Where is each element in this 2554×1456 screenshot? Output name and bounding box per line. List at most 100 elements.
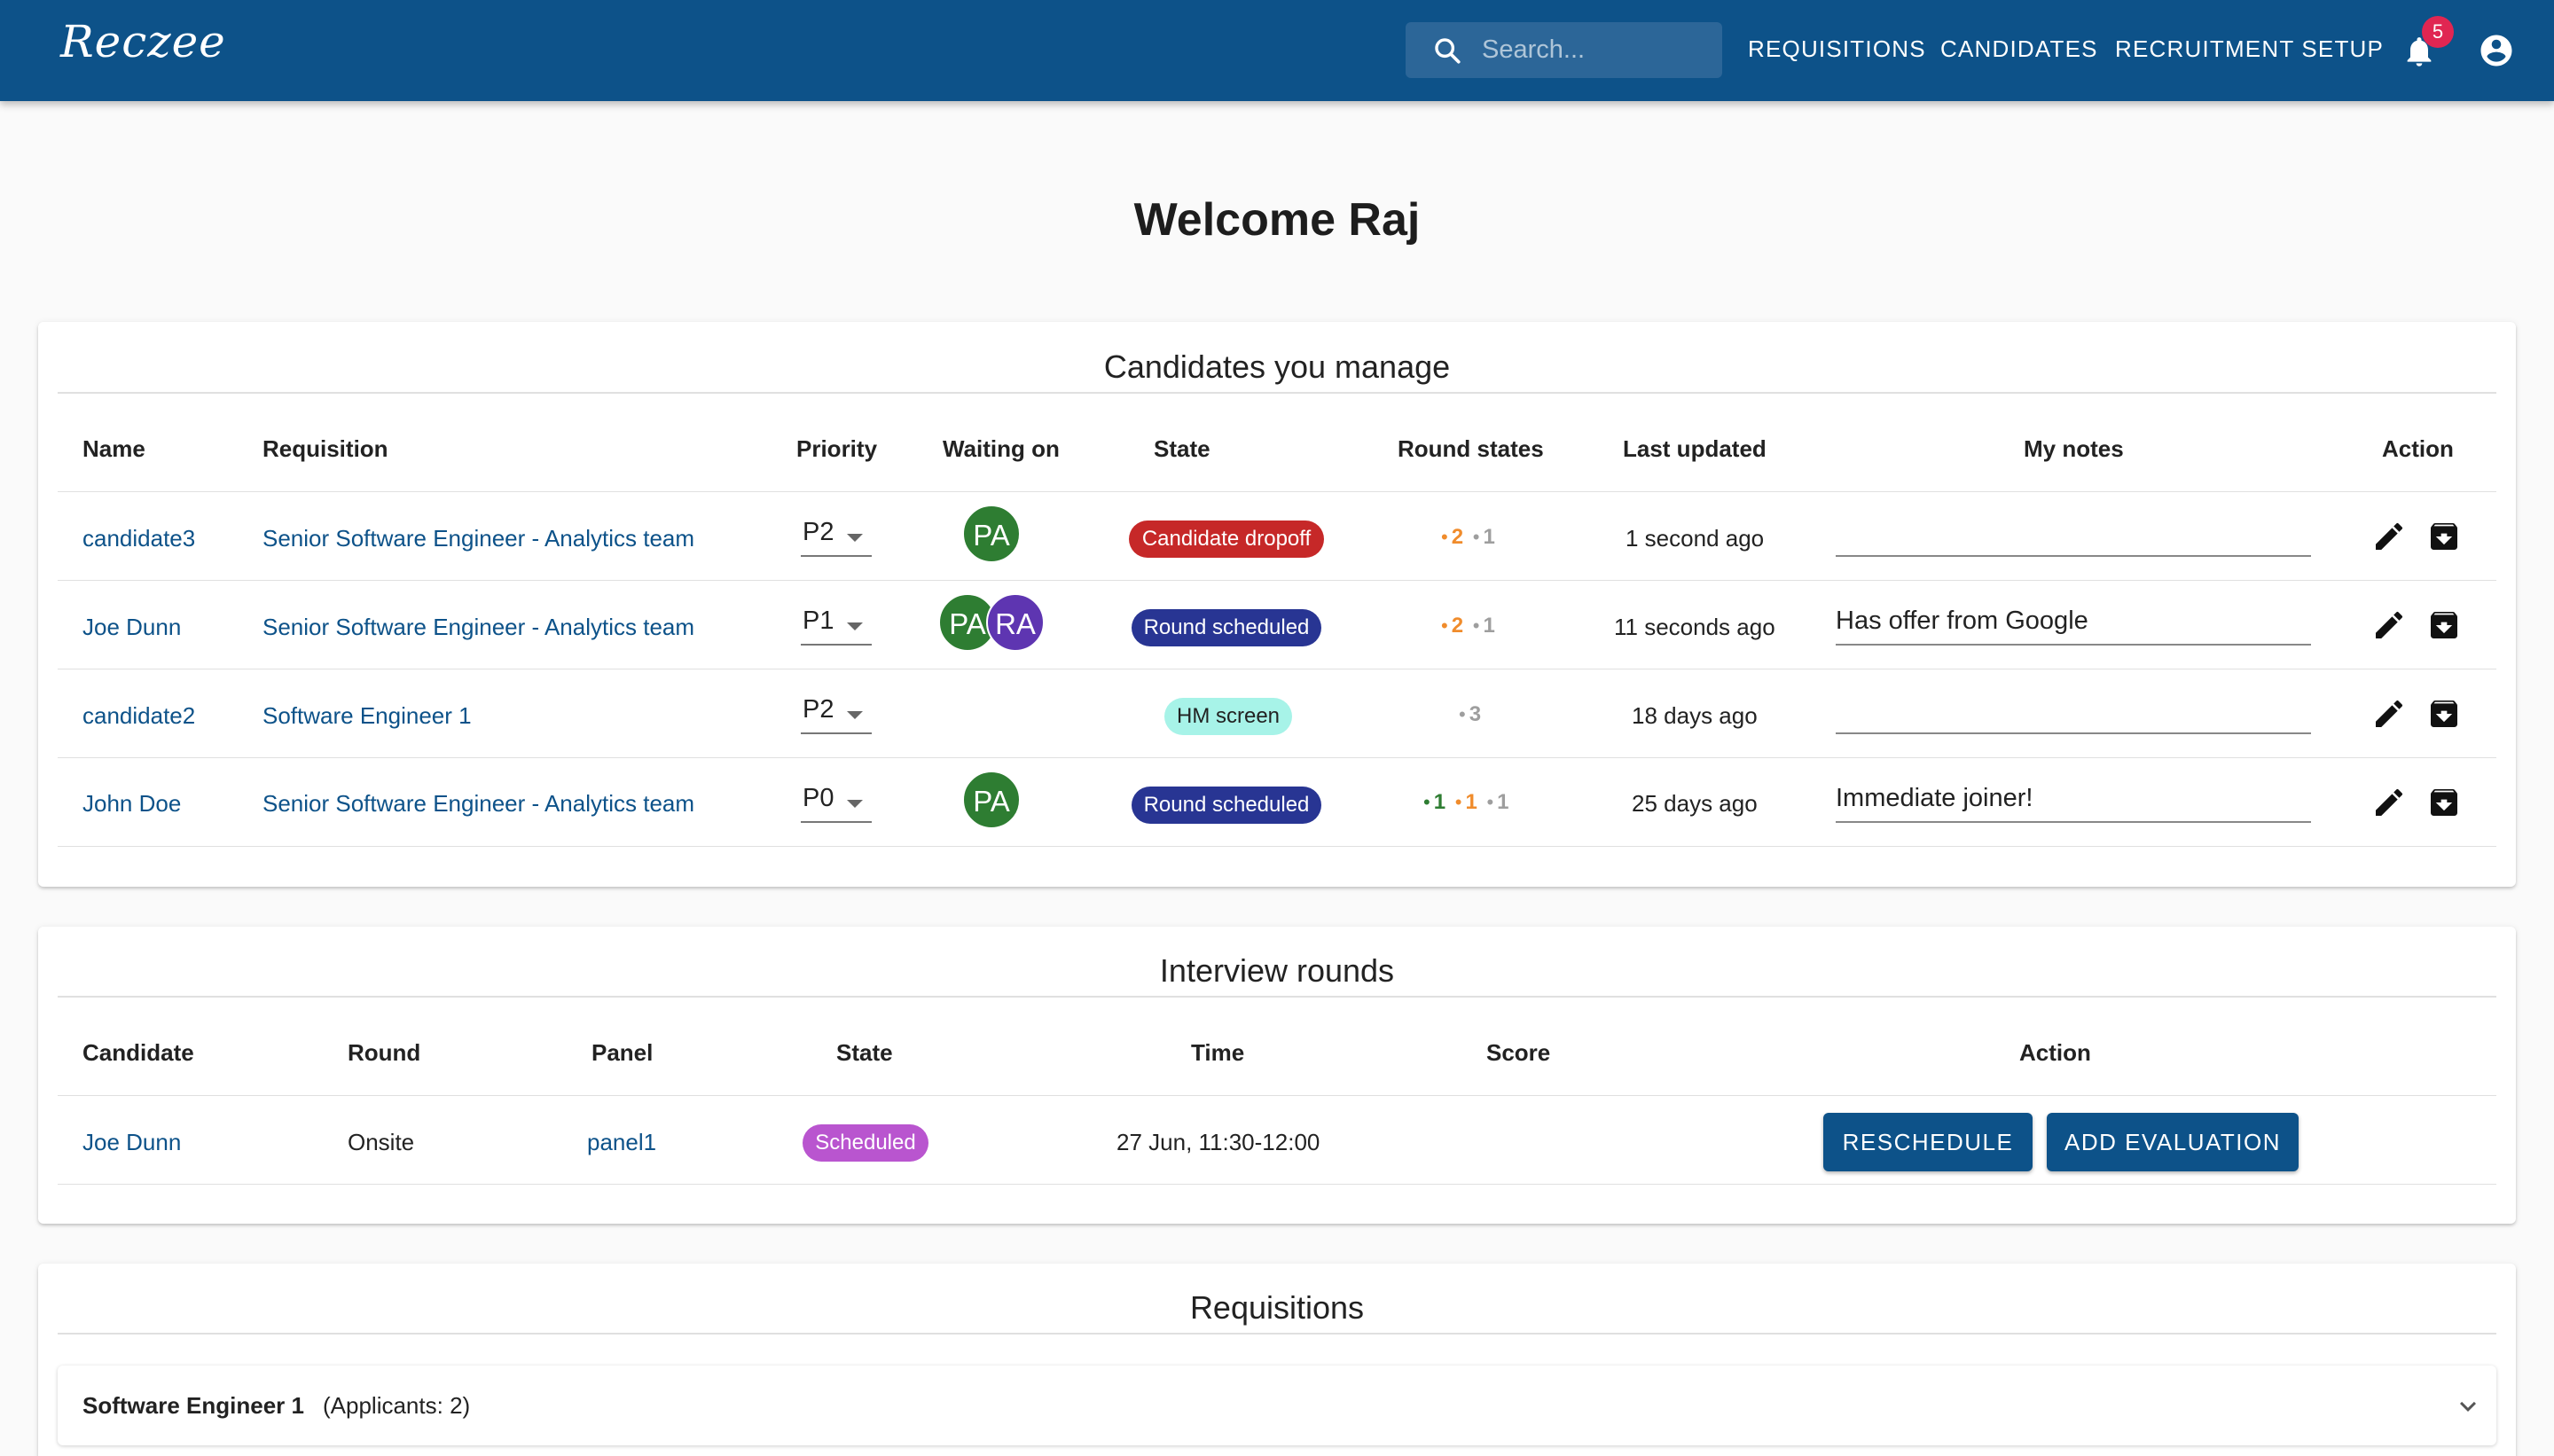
edit-icon[interactable] (2371, 607, 2407, 643)
status-badge: Round scheduled (1132, 787, 1321, 824)
candidate-name-link[interactable]: John Doe (82, 790, 182, 817)
interview-time: 27 Jun, 11:30-12:00 (1116, 1129, 1320, 1155)
priority-value: P1 (803, 607, 834, 635)
col-round-states: Round states (1398, 435, 1544, 462)
last-updated: 11 seconds ago (1614, 614, 1775, 640)
col-state: State (1154, 435, 1210, 462)
notes-input[interactable] (1836, 513, 2311, 557)
candidates-title: Candidates you manage (1103, 348, 1451, 385)
last-updated: 1 second ago (1626, 525, 1765, 552)
col-score: Score (1486, 1039, 1551, 1066)
candidate-name-link[interactable]: Joe Dunn (82, 614, 182, 640)
status-badge: Scheduled (803, 1124, 928, 1162)
round-state-count: 1 (1483, 525, 1495, 549)
notification-badge: 5 (2422, 16, 2454, 48)
notes-input[interactable]: Immediate joiner! (1836, 779, 2311, 823)
divider (58, 1184, 2496, 1185)
notes-value: Has offer from Google (1836, 607, 2088, 635)
round-states: • 2 • 1 (1441, 525, 1495, 549)
nav-recruitment-setup[interactable]: RECRUITMENT SETUP (2115, 35, 2385, 62)
account-icon[interactable] (2478, 32, 2515, 69)
col-action: Action (2019, 1039, 2091, 1066)
notes-input[interactable]: Has offer from Google (1836, 601, 2311, 646)
round-states: • 3 (1459, 702, 1482, 726)
edit-icon[interactable] (2371, 785, 2407, 820)
archive-icon[interactable] (2426, 785, 2462, 820)
round-states: • 2 • 1 (1441, 614, 1495, 638)
col-my-notes: My notes (2024, 435, 2124, 462)
divider (58, 1095, 2496, 1096)
priority-select[interactable]: P0 (801, 784, 872, 823)
requisition-applicants: (Applicants: 2) (323, 1392, 471, 1419)
divider (58, 996, 2496, 998)
dropdown-arrow-icon (847, 534, 863, 542)
candidate-name-link[interactable]: candidate3 (82, 525, 196, 552)
dropdown-arrow-icon (847, 711, 863, 719)
notes-input[interactable] (1836, 690, 2311, 734)
reschedule-button[interactable]: RESCHEDULE (1823, 1113, 2033, 1171)
priority-value: P0 (803, 784, 834, 812)
requisition-name: Software Engineer 1 (82, 1392, 304, 1419)
edit-icon[interactable] (2371, 696, 2407, 732)
status-badge: Round scheduled (1132, 609, 1321, 646)
avatar: PA (962, 505, 1021, 563)
avatar: PA (962, 771, 1021, 829)
status-badge: Candidate dropoff (1129, 521, 1324, 558)
round-states: • 1 • 1 • 1 (1423, 790, 1509, 814)
requisition-link[interactable]: Senior Software Engineer - Analytics tea… (262, 614, 695, 640)
divider (58, 392, 2496, 394)
round-state-count: 2 (1451, 525, 1464, 549)
search-input[interactable] (1482, 29, 1712, 70)
divider (58, 580, 2496, 581)
candidate-name-link[interactable]: candidate2 (82, 702, 196, 729)
dropdown-arrow-icon (847, 622, 863, 630)
candidate-name-link[interactable]: Joe Dunn (82, 1129, 182, 1155)
requisition-link[interactable]: Senior Software Engineer - Analytics tea… (262, 790, 695, 817)
search-box[interactable] (1406, 22, 1722, 78)
col-waiting-on: Waiting on (943, 435, 1060, 462)
divider (58, 757, 2496, 758)
col-state: State (836, 1039, 893, 1066)
expand-more-icon[interactable] (2452, 1390, 2484, 1422)
welcome-heading: Welcome Raj (1133, 194, 1421, 246)
notes-value: Immediate joiner! (1836, 784, 2033, 812)
archive-icon[interactable] (2426, 607, 2462, 643)
notification-bell-icon[interactable] (2401, 34, 2437, 69)
round-state-count: 1 (1497, 790, 1509, 814)
divider (58, 846, 2496, 847)
round-state-count: 2 (1451, 614, 1464, 638)
round-state-count: 1 (1465, 790, 1477, 814)
col-requisition: Requisition (262, 435, 388, 462)
col-priority: Priority (796, 435, 878, 462)
priority-select[interactable]: P1 (801, 607, 872, 646)
last-updated: 18 days ago (1632, 702, 1758, 729)
search-icon (1435, 38, 1461, 64)
archive-icon[interactable] (2426, 519, 2462, 554)
divider (58, 491, 2496, 492)
app-logo[interactable]: Reczee (60, 16, 226, 67)
candidates-card: Candidates you manage Name Requisition P… (38, 322, 2516, 887)
col-candidate: Candidate (82, 1039, 194, 1066)
edit-icon[interactable] (2371, 519, 2407, 554)
archive-icon[interactable] (2426, 696, 2462, 732)
priority-value: P2 (803, 518, 834, 546)
col-action: Action (2382, 435, 2454, 462)
requisitions-title: Requisitions (1189, 1289, 1365, 1326)
priority-select[interactable]: P2 (801, 518, 872, 557)
panel-link[interactable]: panel1 (587, 1129, 657, 1155)
round-name: Onsite (348, 1129, 415, 1155)
requisition-link[interactable]: Senior Software Engineer - Analytics tea… (262, 525, 695, 552)
status-badge: HM screen (1164, 698, 1292, 735)
nav-requisitions[interactable]: REQUISITIONS (1748, 35, 1926, 62)
dropdown-arrow-icon (847, 800, 863, 808)
col-name: Name (82, 435, 145, 462)
requisition-link[interactable]: Software Engineer 1 (262, 702, 472, 729)
priority-select[interactable]: P2 (801, 695, 872, 734)
priority-value: P2 (803, 695, 834, 724)
requisition-accordion[interactable]: Software Engineer 1 (Applicants: 2) (58, 1366, 2496, 1445)
round-state-count: 1 (1483, 614, 1495, 638)
interview-rounds-title: Interview rounds (1159, 952, 1395, 989)
add-evaluation-button[interactable]: ADD EVALUATION (2047, 1113, 2299, 1171)
nav-candidates[interactable]: CANDIDATES (1940, 35, 2098, 62)
app-bar: Reczee REQUISITIONS CANDIDATES RECRUITME… (0, 0, 2554, 101)
